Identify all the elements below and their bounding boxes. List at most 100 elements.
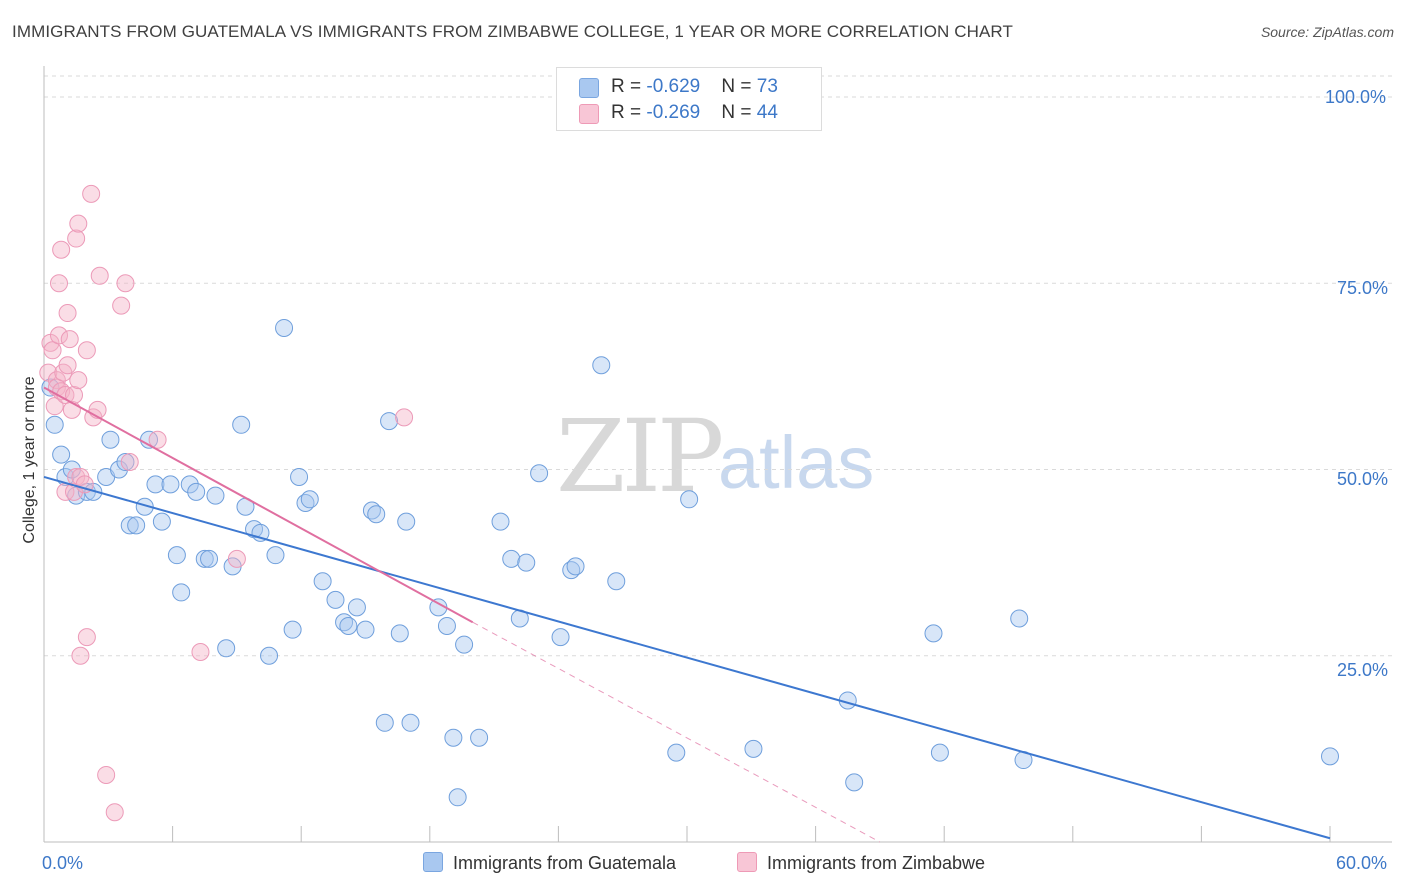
- zimbabwe-trend-line: [43, 386, 474, 624]
- guatemala-point-67: [607, 572, 626, 591]
- guatemala-point-62: [530, 464, 549, 483]
- zimbabwe-point-33: [105, 803, 124, 822]
- zimbabwe-point-35: [116, 274, 135, 293]
- zimbabwe-point-14: [58, 356, 77, 375]
- y-tick-label-25: 25.0%: [1337, 660, 1389, 680]
- guatemala-point-23: [195, 549, 214, 568]
- zimbabwe-point-37: [148, 430, 167, 449]
- guatemala-point-65: [566, 557, 585, 576]
- zimbabwe-point-28: [82, 184, 101, 203]
- guatemala-point-22: [187, 482, 206, 501]
- zimbabwe-point-9: [52, 240, 71, 259]
- watermark-atlas: atlas: [718, 421, 875, 504]
- guatemala-point-11: [116, 453, 135, 472]
- guatemala-point-51: [401, 713, 420, 732]
- r-value: -0.269: [646, 102, 701, 123]
- guatemala-point-2: [52, 445, 71, 464]
- n-label: N =: [721, 102, 757, 123]
- guatemala-point-47: [375, 713, 394, 732]
- guatemala-point-18: [161, 475, 180, 494]
- guatemala-point-16: [146, 475, 165, 494]
- zimbabwe-point-2: [43, 341, 62, 360]
- guatemala-point-32: [260, 646, 279, 665]
- guatemala-point-50: [397, 512, 416, 531]
- guatemala-point-69: [680, 490, 699, 509]
- legend-swatch-guatemala: [579, 78, 599, 98]
- guatemala-point-72: [845, 773, 864, 792]
- guatemala-point-17: [152, 512, 171, 531]
- guatemala-point-9: [101, 430, 120, 449]
- zimbabwe-point-38: [191, 643, 210, 662]
- y-axis-label-container: College, 1 year or more: [0, 340, 60, 580]
- guatemala-point-56: [455, 635, 474, 654]
- guatemala-point-19: [167, 546, 186, 565]
- guatemala-point-66: [592, 356, 611, 375]
- bottom-legend-zimbabwe: Immigrants from Zimbabwe: [737, 852, 985, 874]
- guatemala-point-63: [551, 628, 570, 647]
- legend-swatch-zimbabwe: [579, 104, 599, 124]
- guatemala-point-35: [283, 620, 302, 639]
- zimbabwe-point-40: [395, 408, 414, 427]
- x-tick-label-min: 0.0%: [42, 853, 84, 873]
- r-label: R =: [611, 102, 647, 123]
- n-value: 44: [756, 102, 778, 123]
- y-tick-label-50: 50.0%: [1337, 469, 1389, 489]
- zimbabwe-point-15: [60, 330, 79, 349]
- legend-stats-guatemala: R = -0.629 N = 73: [611, 76, 778, 98]
- guatemala-point-55: [448, 788, 467, 807]
- guatemala-point-58: [491, 512, 510, 531]
- guatemala-point-1: [45, 415, 64, 434]
- zimbabwe-point-21: [69, 371, 88, 390]
- guatemala-point-0: [41, 378, 60, 397]
- zimbabwe-point-27: [77, 341, 96, 360]
- zimbabwe-point-24: [71, 646, 90, 665]
- y-tick-label-75: 75.0%: [1337, 278, 1389, 298]
- y-axis-label: College, 1 year or more: [21, 376, 38, 544]
- guatemala-point-48: [380, 412, 399, 431]
- guatemala-point-59: [502, 549, 521, 568]
- guatemala-point-70: [744, 739, 763, 758]
- zimbabwe-point-7: [50, 274, 69, 293]
- source-label: Source: ZipAtlas.com: [1260, 24, 1394, 40]
- zimbabwe-point-6: [50, 326, 69, 345]
- bottom-legend-label-guatemala: Immigrants from Guatemala: [453, 853, 677, 873]
- legend-stats-zimbabwe: R = -0.269 N = 44: [611, 102, 778, 124]
- series-zimbabwe-points: [39, 184, 414, 822]
- x-tick-label-max: 60.0%: [1336, 853, 1388, 873]
- n-value: 73: [756, 76, 778, 97]
- zimbabwe-point-16: [62, 400, 81, 419]
- guatemala-trend-line: [43, 475, 1331, 840]
- n-label: N =: [721, 76, 757, 97]
- guatemala-point-24: [200, 549, 219, 568]
- guatemala-point-77: [1321, 747, 1339, 766]
- guatemala-point-38: [300, 490, 319, 509]
- bottom-legend-swatch-zimbabwe: [737, 852, 757, 872]
- zimbabwe-trend-extension: [472, 621, 881, 843]
- guatemala-point-74: [930, 743, 949, 762]
- guatemala-point-43: [347, 598, 366, 617]
- guatemala-point-53: [437, 616, 456, 635]
- guatemala-point-36: [290, 467, 309, 486]
- zimbabwe-point-4: [47, 371, 66, 390]
- guatemala-point-61: [517, 553, 536, 572]
- axes: [43, 66, 1392, 843]
- trend-lines: [43, 386, 1331, 843]
- guatemala-point-10: [110, 460, 129, 479]
- guatemala-point-21: [180, 475, 199, 494]
- guatemala-point-44: [356, 620, 375, 639]
- zimbabwe-point-13: [58, 304, 77, 323]
- zimbabwe-point-32: [97, 765, 116, 784]
- guatemala-point-75: [1010, 609, 1029, 628]
- guatemala-point-26: [217, 639, 236, 658]
- guatemala-point-34: [275, 318, 294, 337]
- r-label: R =: [611, 76, 647, 97]
- zimbabwe-point-20: [67, 229, 86, 248]
- zimbabwe-point-31: [90, 266, 109, 285]
- guatemala-point-54: [444, 728, 463, 747]
- guatemala-point-68: [667, 743, 686, 762]
- guatemala-point-42: [339, 616, 358, 635]
- chart-title: IMMIGRANTS FROM GUATEMALA VS IMMIGRANTS …: [12, 22, 1013, 41]
- zimbabwe-point-39: [227, 549, 246, 568]
- guatemala-point-13: [127, 516, 146, 535]
